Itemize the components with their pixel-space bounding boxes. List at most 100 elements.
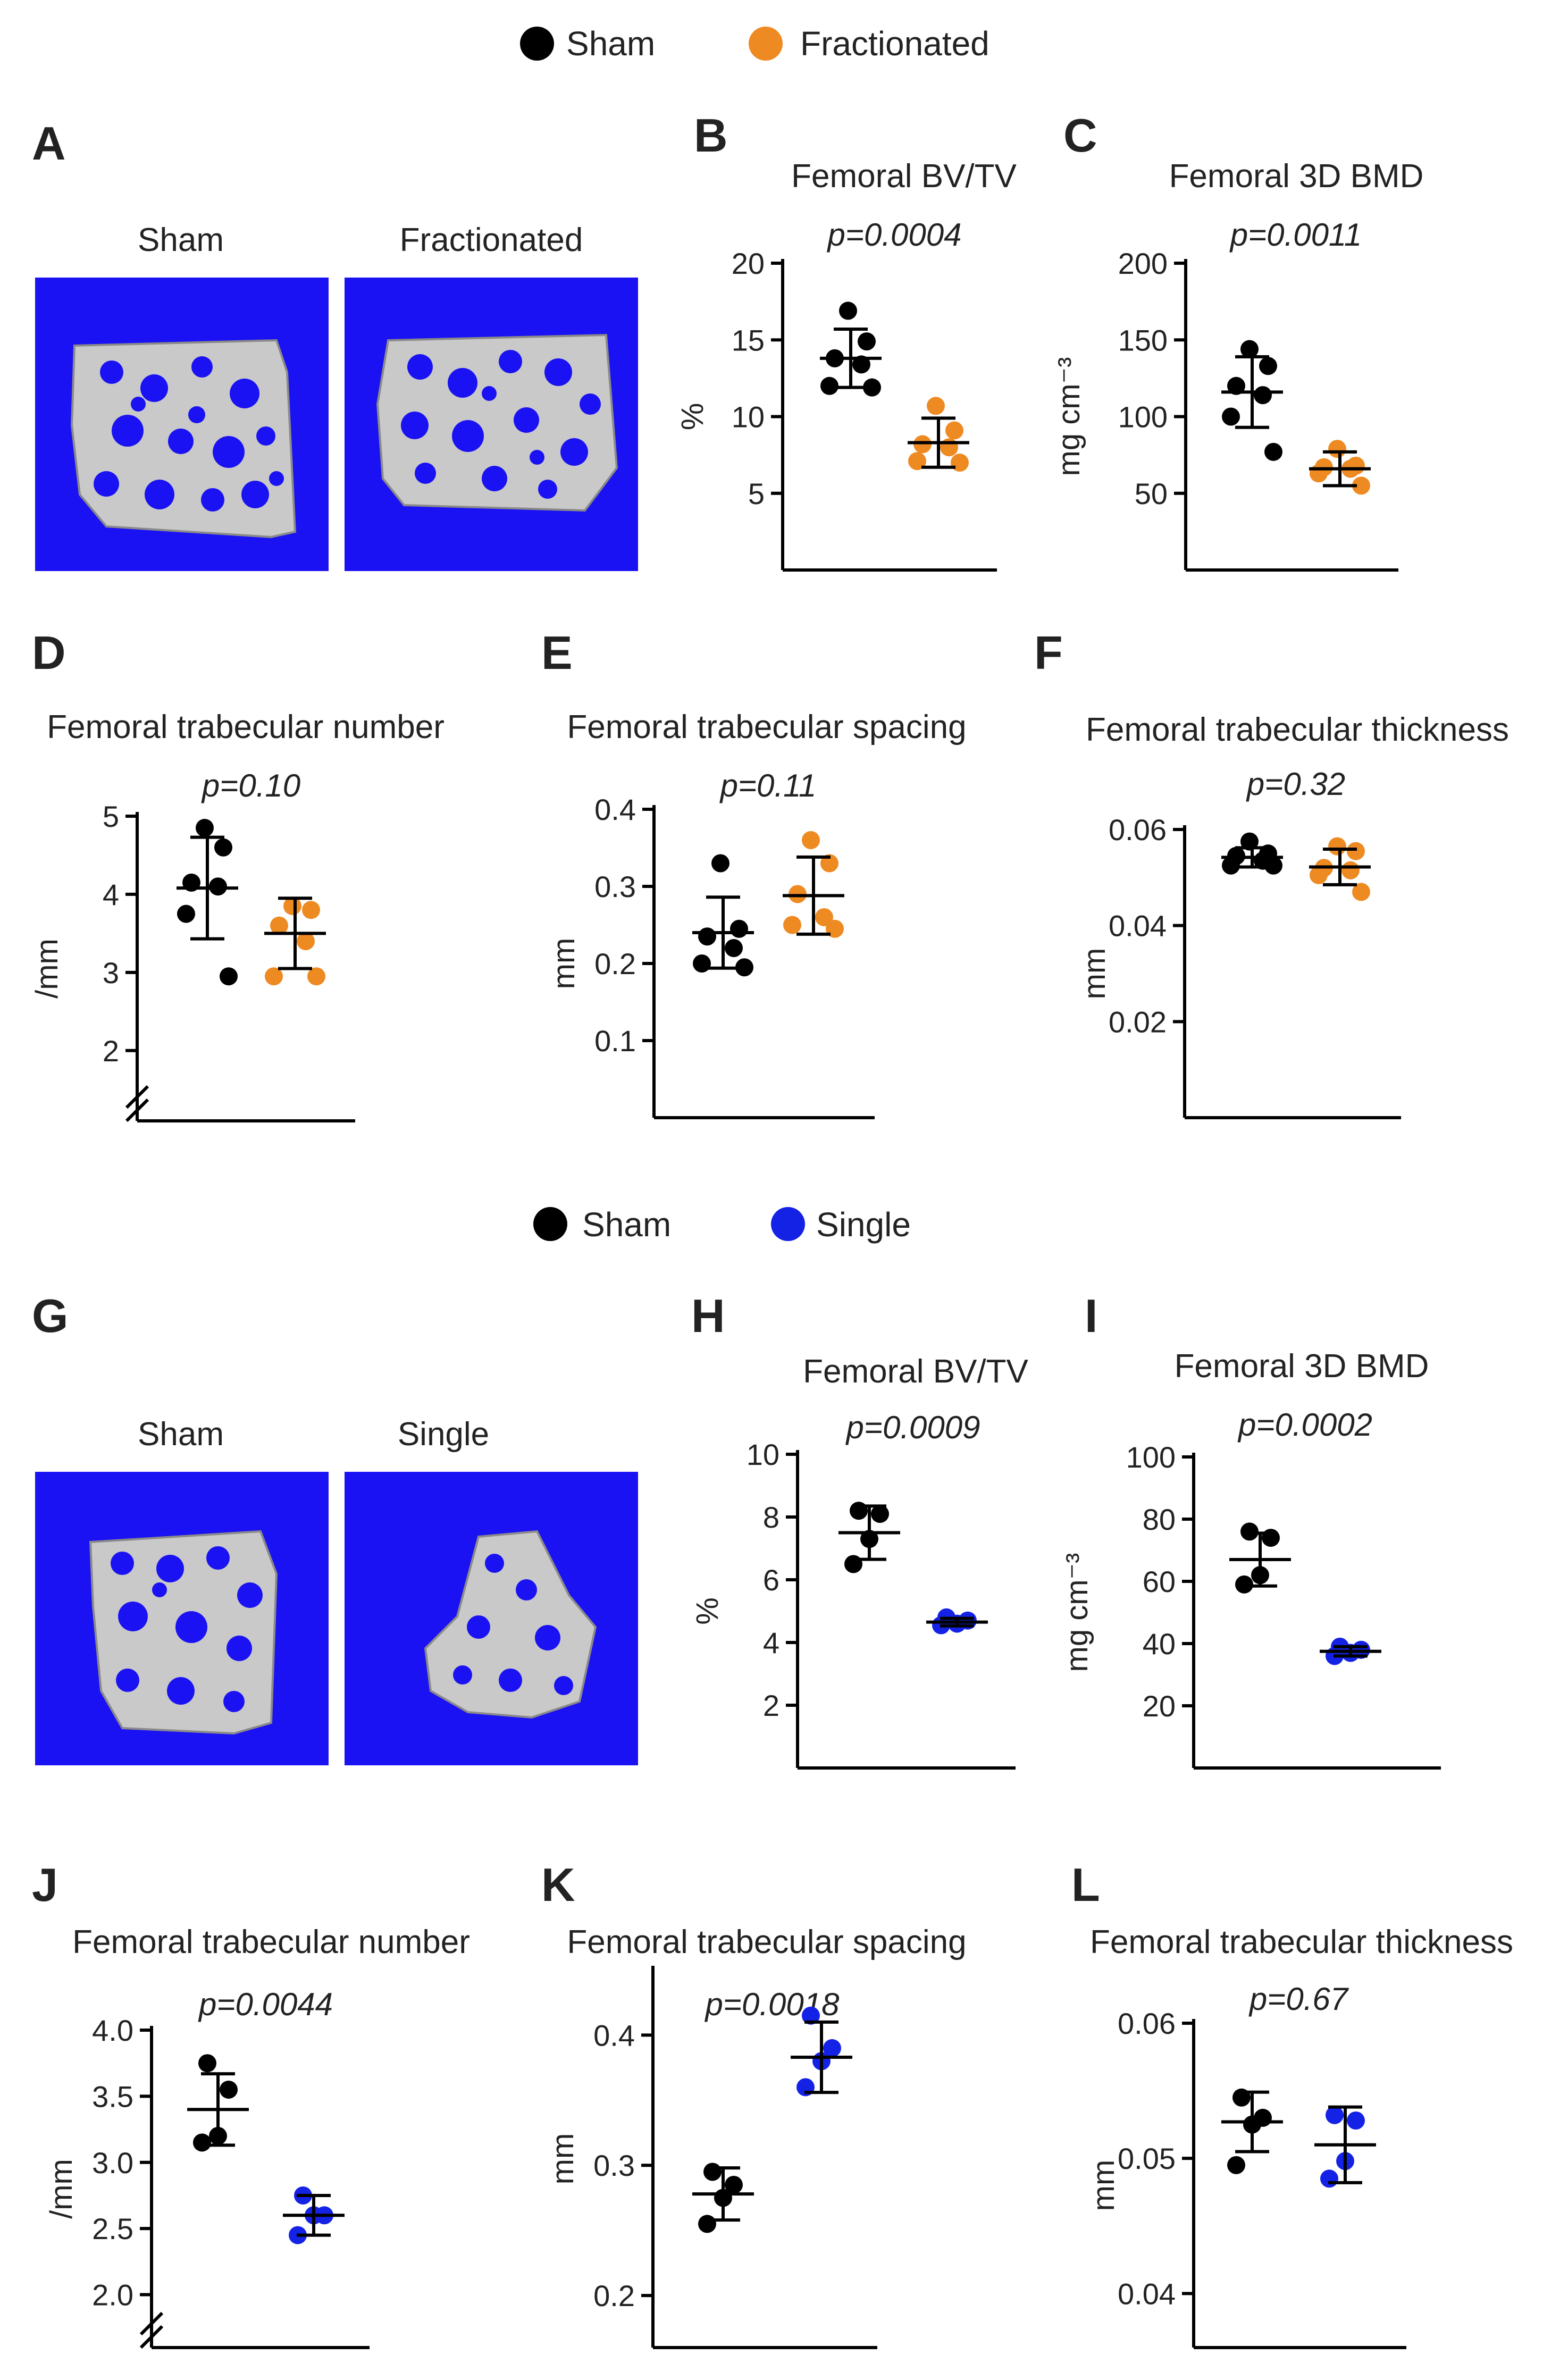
chart-e: E Femoral trabecular spacing p=0.11 0.1 0.2 0… [541, 626, 967, 1119]
p-value: p=0.10 [201, 768, 300, 803]
series-fractionated [1309, 440, 1371, 495]
panel-letter: I [1085, 1289, 1097, 1342]
axis-break [125, 1098, 149, 1122]
series-single [1320, 1637, 1381, 1665]
y-tick-label: 0.04 [1118, 2277, 1176, 2310]
y-tick-label: 5 [748, 477, 765, 510]
legend-single-marker [771, 1207, 805, 1241]
series-sham [1221, 340, 1283, 461]
y-tick-label: 100 [1126, 1440, 1176, 1474]
data-point [852, 355, 870, 374]
chart-title: Femoral trabecular number [72, 1924, 470, 1960]
chart-title: Femoral BV/TV [803, 1353, 1028, 1390]
series-sham [838, 1502, 900, 1573]
legend-fractionated: Sham Fractionated [520, 24, 989, 63]
data-point [1326, 2106, 1344, 2124]
panel-letter: K [541, 1858, 575, 1911]
data-point [1227, 2156, 1245, 2174]
chart-h: H Femoral BV/TV p=0.0009 2 4 6 8 10% [690, 1289, 1029, 1770]
microct-image-single [345, 1472, 638, 1765]
axis-break [125, 1085, 149, 1109]
data-point [725, 939, 743, 957]
legend-sham-label: Sham [566, 24, 655, 63]
data-point [297, 932, 315, 951]
p-value: p=0.0002 [1237, 1407, 1372, 1443]
data-point [1347, 842, 1365, 860]
data-point [945, 421, 963, 440]
y-tick-label: 0.4 [593, 2018, 635, 2052]
p-value: p=0.0009 [845, 1410, 980, 1445]
panel-letter: D [32, 626, 66, 679]
microct-image-sham [35, 1472, 329, 1765]
image-label-sham: Sham [138, 1416, 224, 1453]
data-point [863, 378, 881, 397]
data-point [711, 854, 729, 873]
panel-letter: B [694, 109, 728, 162]
image-label-fractionated: Fractionated [400, 222, 583, 258]
data-point [302, 901, 320, 919]
legend-fractionated-label: Fractionated [800, 24, 989, 63]
y-tick-label: 0.04 [1109, 909, 1167, 943]
data-point [1222, 407, 1240, 426]
data-point [698, 927, 716, 946]
p-value: p=0.0011 [1229, 217, 1362, 253]
panel-letter: E [541, 626, 573, 679]
y-tick-label: 0.06 [1118, 2007, 1176, 2040]
panel-letter: C [1063, 109, 1097, 162]
data-point [177, 904, 195, 923]
data-point [823, 2039, 841, 2057]
y-tick-label: 4 [103, 878, 119, 911]
y-tick-label: 8 [763, 1501, 779, 1534]
y-axis-label: mg cm⁻³ [1052, 357, 1086, 476]
y-tick-label: 4.0 [92, 2014, 133, 2047]
y-tick-label: 3.5 [92, 2080, 133, 2113]
y-tick-label: 0.2 [594, 947, 636, 981]
panel-letter: G [32, 1289, 68, 1342]
microct-image-sham [35, 278, 329, 571]
data-point [703, 2163, 722, 2181]
image-label-sham: Sham [138, 222, 224, 258]
data-point [735, 958, 753, 977]
microct-image-fractionated [345, 278, 638, 571]
data-point [196, 819, 214, 837]
chart-l: L Femoral trabecular thickness p=0.67 0.04 0… [1071, 1858, 1513, 2349]
y-axis-label: /mm [30, 938, 64, 999]
data-point [802, 831, 820, 849]
p-value: p=0.0004 [827, 217, 962, 253]
data-point [802, 2006, 820, 2025]
legend-fractionated-marker [749, 27, 783, 61]
y-tick-label: 0.02 [1109, 1005, 1167, 1038]
series-fractionated [1309, 837, 1371, 901]
y-tick-label: 0.4 [594, 793, 636, 826]
chart-title: Femoral BV/TV [791, 158, 1017, 195]
y-tick-label: 10 [747, 1438, 779, 1471]
y-axis-label: mm [1077, 948, 1112, 1000]
data-point [820, 376, 838, 395]
data-point [839, 301, 857, 320]
panel-g: G Sham Single [32, 1289, 638, 1765]
y-axis-label: % [675, 403, 710, 431]
data-point [198, 2054, 216, 2073]
data-point [193, 2133, 211, 2152]
charts: B Femoral BV/TV p=0.0004 5 10 15 20% C Femoral 3… [30, 109, 1513, 2349]
panel-letter: L [1071, 1858, 1100, 1911]
data-point [220, 2080, 238, 2099]
chart-i: I Femoral 3D BMD p=0.0002 20 40 60 80 100 mg cm⁻… [1060, 1289, 1441, 1770]
image-label-single: Single [398, 1416, 489, 1453]
y-tick-label: 15 [732, 323, 765, 357]
panel-letter: A [32, 117, 66, 170]
chart-title: Femoral trabecular number [47, 709, 445, 745]
y-tick-label: 50 [1135, 477, 1168, 510]
data-point [1240, 340, 1259, 358]
data-point [693, 954, 711, 973]
series-single [926, 1608, 988, 1635]
series-sham [1221, 832, 1283, 875]
data-point [1310, 866, 1328, 884]
series-sham [177, 819, 238, 986]
y-tick-label: 0.1 [594, 1024, 636, 1058]
p-value: p=0.0044 [198, 1987, 333, 2022]
y-tick-label: 0.2 [593, 2279, 635, 2312]
y-tick-label: 10 [732, 400, 765, 434]
